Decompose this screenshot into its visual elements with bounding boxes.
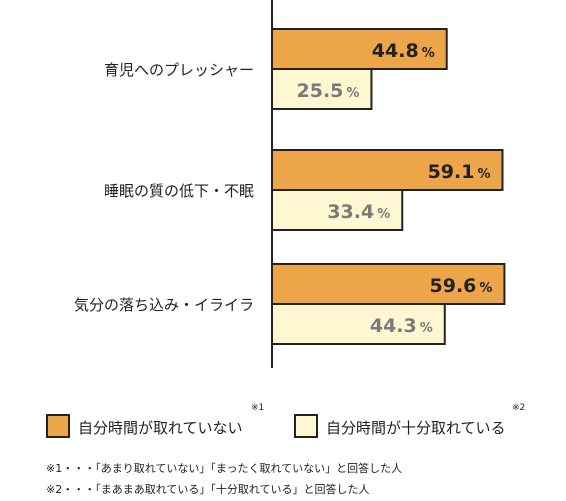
category-label: 気分の落ち込み・イライラ xyxy=(74,296,254,314)
footnote-2: ※2・・・「まあまあ取れている」「十分取れている」と回答した人 xyxy=(46,483,370,496)
legend-note-secondary: ※2 xyxy=(512,403,526,413)
bar-secondary xyxy=(271,303,446,345)
data-label-secondary: 44.3% xyxy=(370,315,433,337)
bar-secondary xyxy=(271,68,373,110)
footnote-1: ※1・・・「あまり取れていない」「まったく取れていない」と回答した人 xyxy=(46,462,403,475)
bar-chart: 育児へのプレッシャー 44.8 % 25.5 % 睡眠の質の低下・不眠 59.1 % 33.4%… xyxy=(74,0,506,368)
data-label-primary: 59.1% xyxy=(428,161,491,183)
category-label: 睡眠の質の低下・不眠 xyxy=(104,182,254,200)
data-label-primary: 44.8% xyxy=(372,40,435,62)
legend-swatch-secondary xyxy=(294,414,318,438)
data-label-secondary: 33.4% xyxy=(327,201,390,223)
footnotes: ※1・・・「あまり取れていない」「まったく取れていない」と回答した人 ※2・・・… xyxy=(46,458,402,500)
category-label: 育児へのプレッシャー xyxy=(104,61,254,79)
legend-label-secondary: 自分時間が十分取れている xyxy=(326,419,506,437)
legend-swatch-primary xyxy=(46,414,70,438)
data-label-secondary: 25.5% xyxy=(297,80,360,102)
chart-legend: 自分時間が取れていない ※1 自分時間が十分取れている ※2 xyxy=(46,403,546,444)
legend-label-primary: 自分時間が取れていない xyxy=(78,419,243,437)
bar-primary xyxy=(271,149,504,191)
legend-note-primary: ※1 xyxy=(251,403,265,413)
data-label-primary: 59.6% xyxy=(430,275,493,297)
bar-primary xyxy=(271,28,448,70)
